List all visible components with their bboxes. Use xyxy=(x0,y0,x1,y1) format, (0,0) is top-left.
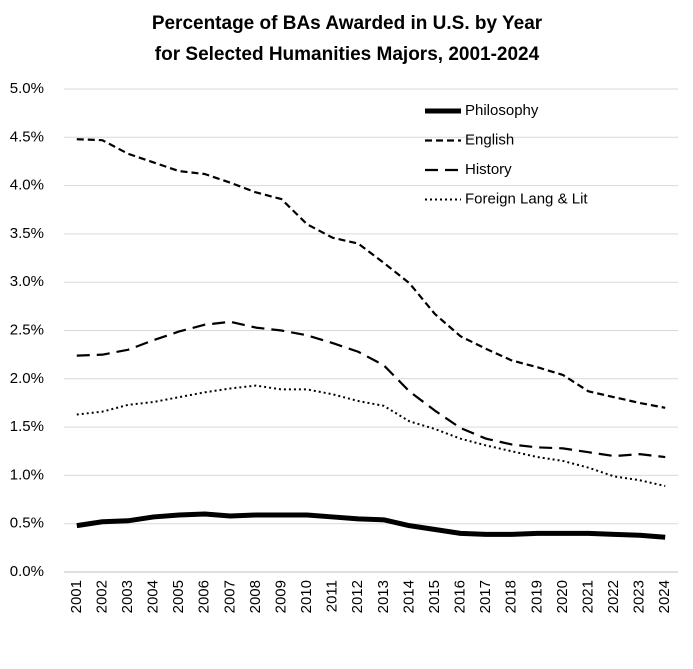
x-tick-label: 2010 xyxy=(298,580,315,613)
x-tick-label: 2005 xyxy=(170,580,187,613)
legend-label: Philosophy xyxy=(465,102,539,119)
x-tick-label: 2008 xyxy=(247,580,264,613)
chart-title: for Selected Humanities Majors, 2001-202… xyxy=(155,44,540,65)
y-tick-label: 2.0% xyxy=(10,370,44,387)
y-tick-label: 5.0% xyxy=(10,80,44,97)
y-tick-label: 4.5% xyxy=(10,128,44,145)
y-tick-label: 3.0% xyxy=(10,273,44,290)
x-tick-label: 2021 xyxy=(579,580,596,613)
x-tick-label: 2017 xyxy=(477,580,494,613)
y-tick-label: 0.5% xyxy=(10,515,44,532)
series-line xyxy=(76,384,666,488)
y-tick-label: 4.0% xyxy=(10,177,44,194)
x-tick-label: 2014 xyxy=(400,580,417,613)
x-tick-label: 2006 xyxy=(196,580,213,613)
x-tick-label: 2024 xyxy=(656,580,673,613)
x-tick-label: 2013 xyxy=(375,580,392,613)
series-line xyxy=(76,138,666,409)
x-tick-label: 2004 xyxy=(145,580,162,613)
x-tick-label: 2009 xyxy=(272,580,289,613)
chart-title: Percentage of BAs Awarded in U.S. by Yea… xyxy=(152,13,543,34)
x-tick-label: 2023 xyxy=(631,580,648,613)
y-tick-label: 1.5% xyxy=(10,418,44,435)
x-tick-label: 2001 xyxy=(68,580,85,613)
legend-label: English xyxy=(465,131,514,148)
y-tick-label: 1.0% xyxy=(10,466,44,483)
legend-label: Foreign Lang & Lit xyxy=(465,190,588,207)
series-line xyxy=(76,320,666,459)
x-tick-label: 2003 xyxy=(119,580,136,613)
x-tick-label: 2007 xyxy=(221,580,238,613)
x-tick-label: 2016 xyxy=(452,580,469,613)
x-tick-label: 2018 xyxy=(503,580,520,613)
x-tick-label: 2002 xyxy=(93,580,110,613)
y-tick-label: 3.5% xyxy=(10,225,44,242)
x-tick-label: 2022 xyxy=(605,580,622,613)
series-line xyxy=(76,511,666,540)
x-tick-label: 2019 xyxy=(528,580,545,613)
x-tick-label: 2012 xyxy=(349,580,366,613)
x-tick-label: 2011 xyxy=(324,580,341,612)
x-tick-label: 2015 xyxy=(426,580,443,613)
y-tick-label: 2.5% xyxy=(10,321,44,338)
x-tick-label: 2020 xyxy=(554,580,571,613)
y-tick-label: 0.0% xyxy=(10,563,44,580)
legend-label: History xyxy=(465,161,512,178)
